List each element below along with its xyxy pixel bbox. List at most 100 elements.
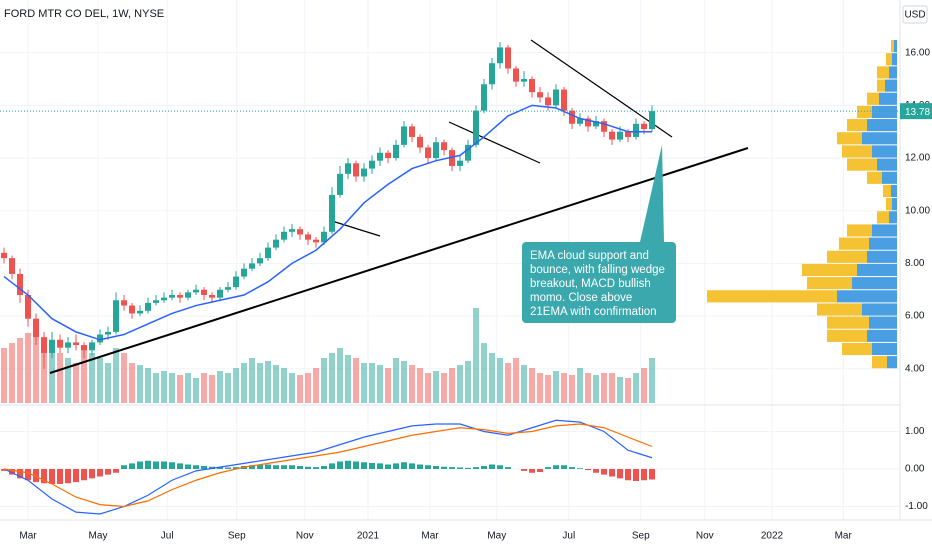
histogram-bar [137,461,143,469]
histogram-bar [297,466,303,469]
trendlines [49,39,749,374]
last-price-label: 13.78 [905,107,930,118]
volume-bar [9,343,15,403]
volume-bar [113,348,119,403]
volume-bar [1,348,7,403]
candle-body [393,144,399,159]
histogram-bar [25,469,31,481]
volume-bar [577,368,583,403]
profile-up-bar [872,145,897,158]
histogram-bar [73,469,79,483]
profile-down-bar [872,356,887,369]
candle-body [25,295,31,319]
ema-line [3,104,652,341]
macd-line [3,423,653,508]
histogram-bar [57,469,63,484]
candle-body [561,89,567,111]
profile-down-bar [891,40,894,53]
candle-body [593,121,599,127]
trendline [530,39,673,138]
volume-bar [241,363,247,403]
volume-bar [105,363,111,403]
profile-down-bar [827,250,867,263]
profile-down-bar [886,53,892,66]
histogram-bar [105,469,111,475]
profile-down-bar [867,92,879,105]
histogram-bar [633,469,639,481]
profile-down-bar [877,79,885,92]
x-tick-label: Jul [161,531,174,542]
histogram-bar [457,467,463,469]
histogram-bar [553,465,559,469]
candles [0,42,900,369]
candle-body [313,239,319,243]
histogram-bar [593,469,599,473]
histogram-bar [265,464,271,469]
y-tick-label: 16.00 [905,47,930,58]
volume-bar [193,378,199,403]
histogram-bar [193,465,199,469]
profile-up-bar [892,198,897,211]
histogram-bar [641,469,647,481]
histogram-bar [601,469,607,475]
candle-body [329,194,335,232]
candle-body [641,123,647,130]
x-tick-label: Sep [228,531,246,542]
volume-bar [249,358,255,403]
candle-body [601,121,607,132]
volume-bar [305,373,311,403]
currency: USD [904,10,925,21]
candle-body [321,231,327,243]
x-tick-label: 2022 [761,531,784,542]
macd-line [3,419,653,515]
candle-body [193,289,199,293]
candle-body [65,342,71,348]
volume-bar [417,368,423,403]
candle-body [353,163,359,177]
profile-down-bar [847,158,877,171]
profile-down-bar [817,303,862,316]
histogram-bar [1,469,7,471]
profile-up-bar [852,277,897,290]
histogram-bar [161,461,167,469]
volume-bar [161,371,167,403]
candle-body [217,289,223,298]
histogram-bar [9,469,15,475]
volume-profile [707,40,897,369]
x-tick-label: May [89,531,108,542]
candle-body [113,300,119,332]
histogram-bar [281,465,287,469]
candle-body [441,142,447,151]
profile-down-bar [877,66,889,79]
candle-body [121,300,127,306]
histogram-bar [81,469,87,481]
candle-body [41,337,47,353]
profile-up-bar [867,119,897,132]
x-tick-label: Mar [421,531,439,542]
volume-bar [137,365,143,403]
histogram-bar [529,469,535,473]
volume-bar [457,365,463,403]
x-tick-label: Sep [632,531,650,542]
volume-bar [273,365,279,403]
candle-body [257,258,263,264]
histogram-bar [113,469,119,473]
profile-up-bar [869,237,897,250]
profile-up-bar [837,290,897,303]
x-tick-label: Nov [696,531,714,542]
volume-bar [377,365,383,403]
candle-body [1,252,7,259]
y-tick-label: 6.00 [905,311,925,322]
histogram-bar [561,465,567,469]
currency-box [902,5,928,24]
candle-body [481,84,487,111]
x-tick-label: Nov [296,531,314,542]
volume-bar [585,373,591,403]
histogram-bar [201,466,207,469]
volume-bar [473,308,479,403]
candle-body [137,310,143,314]
macd [1,419,655,515]
candle-body [449,150,455,166]
